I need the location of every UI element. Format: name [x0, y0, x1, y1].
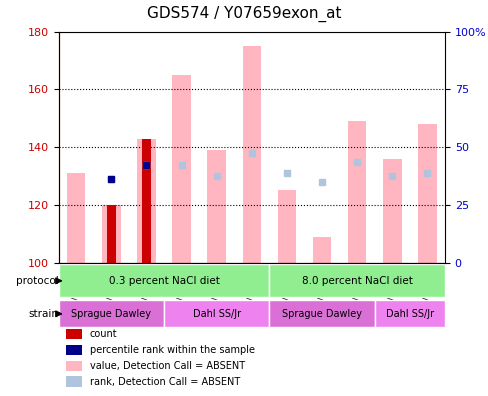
Text: Sprague Dawley: Sprague Dawley: [282, 309, 361, 319]
Text: value, Detection Call = ABSENT: value, Detection Call = ABSENT: [89, 361, 244, 371]
Bar: [66, 376, 81, 387]
Bar: [382, 159, 401, 263]
Bar: [66, 361, 81, 371]
Bar: [142, 139, 150, 263]
Bar: [137, 139, 155, 263]
Bar: [67, 173, 85, 263]
Text: strain: strain: [29, 309, 59, 319]
FancyBboxPatch shape: [59, 301, 163, 327]
Text: Dahl SS/Jr: Dahl SS/Jr: [385, 309, 433, 319]
Bar: [172, 75, 190, 263]
Bar: [102, 205, 121, 263]
Bar: [66, 345, 81, 355]
Text: rank, Detection Call = ABSENT: rank, Detection Call = ABSENT: [89, 377, 239, 386]
Bar: [207, 150, 225, 263]
Text: protocol: protocol: [16, 276, 59, 286]
FancyBboxPatch shape: [269, 301, 374, 327]
Bar: [347, 121, 366, 263]
Bar: [312, 237, 330, 263]
Bar: [277, 190, 296, 263]
Text: 8.0 percent NaCl diet: 8.0 percent NaCl diet: [301, 276, 412, 286]
FancyBboxPatch shape: [374, 301, 444, 327]
Bar: [242, 46, 261, 263]
Text: Sprague Dawley: Sprague Dawley: [71, 309, 151, 319]
FancyBboxPatch shape: [59, 265, 269, 297]
Bar: [107, 205, 116, 263]
Text: GDS574 / Y07659exon_at: GDS574 / Y07659exon_at: [147, 6, 341, 22]
Bar: [417, 124, 436, 263]
FancyBboxPatch shape: [163, 301, 269, 327]
FancyBboxPatch shape: [269, 265, 444, 297]
Text: count: count: [89, 329, 117, 339]
Bar: [66, 329, 81, 339]
Text: Dahl SS/Jr: Dahl SS/Jr: [192, 309, 240, 319]
Text: 0.3 percent NaCl diet: 0.3 percent NaCl diet: [108, 276, 219, 286]
Text: percentile rank within the sample: percentile rank within the sample: [89, 345, 254, 355]
